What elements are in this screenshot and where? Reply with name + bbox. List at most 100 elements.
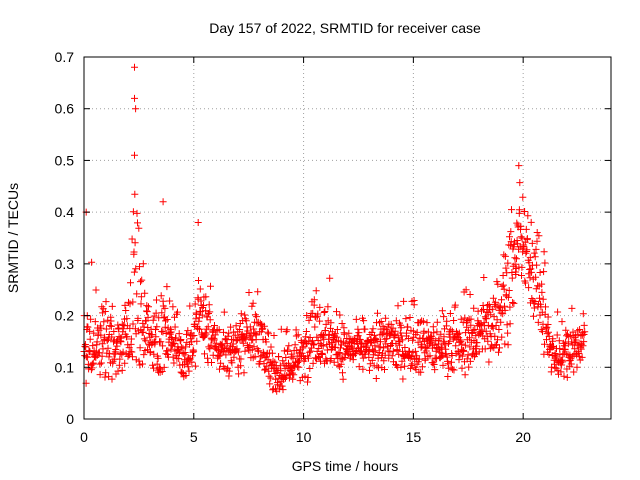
data-point [376,319,383,327]
data-point [426,352,434,360]
data-point [498,333,506,341]
data-point [240,369,248,377]
data-point [245,289,253,296]
data-point [284,346,292,354]
data-point [84,323,92,331]
data-point [294,331,302,339]
data-point [131,151,138,159]
data-point [501,302,508,310]
data-point [423,319,431,327]
data-point [484,321,492,329]
data-point [544,313,552,321]
data-point [419,317,427,325]
data-point [438,307,446,315]
data-point [144,324,152,331]
data-point [183,330,190,338]
data-point [241,347,249,355]
data-point [334,361,342,369]
data-point [484,337,492,345]
data-point [466,357,474,365]
data-point [406,347,413,355]
data-point [338,354,346,362]
data-point [342,349,349,357]
data-point [366,366,373,374]
data-point [198,311,206,319]
data-point [506,233,513,241]
data-point [531,253,539,261]
data-point [151,338,159,346]
data-point [380,357,388,365]
data-point [476,321,483,329]
data-point [381,351,389,359]
data-point [315,354,323,361]
data-point [320,309,328,316]
data-point [279,357,287,365]
data-point [355,329,363,337]
data-point [121,301,129,309]
data-point [205,301,213,309]
data-point [504,329,512,337]
data-point [167,345,175,353]
data-point [473,339,481,347]
data-point [395,350,403,358]
data-point [239,339,247,347]
data-point [404,335,412,342]
data-point [206,316,214,324]
data-point [560,372,568,380]
data-point [460,347,468,355]
data-point [331,330,339,338]
data-point [466,343,474,351]
data-point [372,375,380,382]
data-point [316,303,324,311]
data-point [495,326,503,333]
data-point [128,235,136,243]
data-point [194,324,202,332]
data-point [461,371,469,379]
data-point [466,334,473,342]
data-point [161,323,169,331]
data-point [138,276,146,284]
data-point [359,354,367,362]
data-point [280,376,288,383]
data-point [310,296,318,304]
data-point [336,311,344,319]
data-point [158,368,166,375]
data-point [552,352,560,360]
data-point [191,300,199,308]
data-point [304,374,312,381]
data-point [528,239,536,247]
data-point [193,337,201,345]
data-point [398,336,406,344]
data-point [558,318,566,326]
data-point [92,286,100,294]
data-point [581,328,589,336]
data-point [102,298,110,306]
data-point [580,321,588,329]
y-tick-label: 0.1 [55,359,75,375]
data-point [381,366,388,373]
data-point [387,320,395,328]
data-point [227,323,235,331]
data-point [536,269,544,276]
data-point [115,361,123,369]
data-point [532,273,540,281]
data-point [150,350,158,358]
data-point [188,338,196,346]
data-point [104,316,112,324]
data-point [268,349,276,357]
data-point [129,320,137,328]
data-point [247,332,255,340]
data-point [265,330,272,338]
data-point [467,321,475,329]
data-point [157,338,165,346]
data-point [532,245,540,253]
data-point [153,323,161,331]
data-point [555,337,563,345]
data-point [574,331,582,339]
data-point [439,338,447,346]
data-point [236,326,244,333]
chart-title: Day 157 of 2022, SRMTID for receiver cas… [209,20,481,36]
data-point [338,320,346,327]
data-point [321,327,329,335]
data-point [505,287,513,294]
